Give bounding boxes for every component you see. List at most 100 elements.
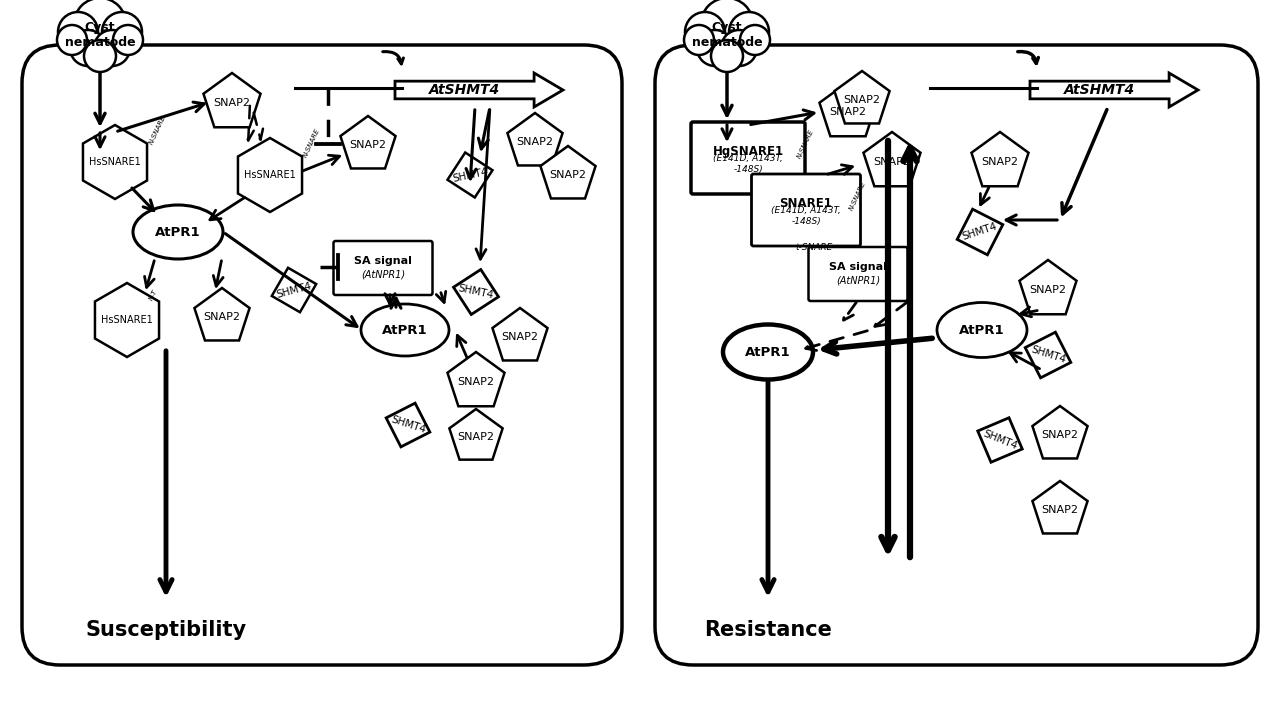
Text: SNAP2: SNAP2 (1029, 285, 1066, 295)
Polygon shape (1033, 406, 1088, 459)
Text: N-SNARE: N-SNARE (302, 127, 321, 158)
FancyBboxPatch shape (809, 247, 908, 301)
Polygon shape (1030, 73, 1198, 107)
Text: SHMT4: SHMT4 (961, 222, 998, 243)
Text: SNAP2: SNAP2 (844, 95, 881, 105)
Polygon shape (507, 113, 563, 166)
Polygon shape (95, 283, 159, 357)
Polygon shape (1019, 260, 1076, 314)
Text: AtSHMT4: AtSHMT4 (429, 83, 500, 97)
FancyBboxPatch shape (691, 122, 805, 194)
Circle shape (113, 25, 143, 55)
Polygon shape (204, 73, 261, 127)
Polygon shape (396, 73, 563, 107)
Circle shape (70, 30, 106, 66)
Text: Susceptibility: Susceptibility (86, 620, 247, 640)
Text: SNAP2: SNAP2 (829, 107, 867, 117)
Polygon shape (238, 138, 302, 212)
Text: SNAP2: SNAP2 (982, 157, 1019, 167)
Polygon shape (1033, 481, 1088, 534)
Polygon shape (387, 403, 430, 447)
Text: SNAP2: SNAP2 (349, 140, 387, 150)
Circle shape (58, 25, 87, 55)
Polygon shape (978, 418, 1023, 462)
Circle shape (698, 30, 733, 66)
Text: (AtNPR1): (AtNPR1) (836, 275, 881, 285)
Polygon shape (1025, 332, 1071, 378)
Circle shape (58, 12, 99, 52)
Text: (E141D, A143T,
-148S): (E141D, A143T, -148S) (713, 154, 783, 174)
Text: SNAP2: SNAP2 (1042, 430, 1079, 440)
Circle shape (701, 0, 753, 50)
Text: AtSHMT4: AtSHMT4 (1064, 83, 1135, 97)
Text: SNAP2: SNAP2 (1042, 505, 1079, 515)
Text: Cyst
nematode: Cyst nematode (65, 21, 136, 49)
Polygon shape (83, 125, 147, 199)
Polygon shape (819, 82, 877, 136)
Ellipse shape (133, 205, 223, 259)
Circle shape (721, 30, 756, 66)
Text: N-T: N-T (148, 288, 159, 301)
Text: HsSNARE1: HsSNARE1 (244, 170, 296, 180)
Text: Cyst
nematode: Cyst nematode (691, 21, 763, 49)
Text: SHMT4: SHMT4 (452, 166, 489, 184)
Text: AtPR1: AtPR1 (745, 346, 791, 359)
Text: N-SNARE: N-SNARE (796, 128, 815, 159)
Circle shape (740, 25, 771, 55)
Text: (AtNPR1): (AtNPR1) (361, 269, 404, 279)
Text: Resistance: Resistance (704, 620, 832, 640)
Polygon shape (448, 352, 504, 406)
Circle shape (710, 40, 742, 72)
Text: SNAP2: SNAP2 (457, 377, 494, 387)
Text: N-SNARE: N-SNARE (148, 114, 166, 145)
Polygon shape (957, 210, 1002, 255)
Text: SNAP2: SNAP2 (204, 312, 241, 322)
Text: (E141D, A143T,
-148S): (E141D, A143T, -148S) (771, 207, 841, 225)
Text: SHMT4: SHMT4 (389, 415, 426, 436)
FancyBboxPatch shape (334, 241, 433, 295)
Text: N-SNARE: N-SNARE (847, 180, 867, 211)
Circle shape (84, 40, 116, 72)
Ellipse shape (937, 302, 1027, 358)
Text: AtPR1: AtPR1 (155, 225, 201, 238)
Polygon shape (864, 132, 920, 186)
Text: SNAP2: SNAP2 (457, 432, 494, 442)
Polygon shape (449, 409, 503, 459)
FancyBboxPatch shape (655, 45, 1258, 665)
Polygon shape (453, 269, 498, 315)
Ellipse shape (361, 304, 449, 356)
Circle shape (74, 0, 125, 50)
Polygon shape (493, 308, 548, 361)
Text: SHMT4: SHMT4 (457, 284, 494, 301)
Text: HsSNARE1: HsSNARE1 (90, 157, 141, 167)
Text: SNAP2: SNAP2 (502, 332, 539, 342)
Text: SNARE1: SNARE1 (780, 197, 832, 210)
Text: SHMT4: SHMT4 (982, 428, 1019, 451)
Text: SHMT4: SHMT4 (1029, 345, 1066, 365)
Text: SNAP2: SNAP2 (517, 137, 553, 147)
Polygon shape (271, 268, 316, 312)
Text: AtPR1: AtPR1 (383, 323, 428, 336)
Circle shape (93, 30, 131, 66)
Text: HgSNARE1: HgSNARE1 (713, 145, 783, 158)
Polygon shape (835, 71, 890, 123)
Polygon shape (972, 132, 1029, 186)
Circle shape (685, 12, 724, 52)
FancyBboxPatch shape (22, 45, 622, 665)
Ellipse shape (723, 325, 813, 379)
Polygon shape (195, 288, 250, 341)
Text: SNAP2: SNAP2 (214, 98, 251, 108)
Text: SA signal: SA signal (355, 256, 412, 266)
Circle shape (730, 12, 769, 52)
Circle shape (684, 25, 714, 55)
Text: SNAP2: SNAP2 (873, 157, 910, 167)
Text: AtPR1: AtPR1 (959, 323, 1005, 336)
Text: HsSNARE1: HsSNARE1 (101, 315, 152, 325)
Polygon shape (340, 116, 396, 168)
FancyBboxPatch shape (751, 174, 860, 246)
Polygon shape (540, 146, 595, 199)
Text: SHMT4: SHMT4 (275, 281, 312, 300)
Text: t-SNARE: t-SNARE (795, 243, 832, 252)
Circle shape (102, 12, 142, 52)
Polygon shape (448, 153, 493, 197)
